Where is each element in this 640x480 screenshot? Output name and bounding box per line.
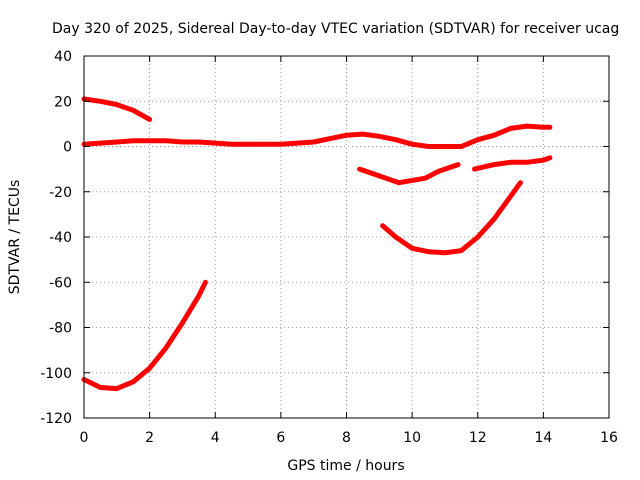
x-tick-label: 4 — [211, 430, 220, 446]
y-tick-label: 0 — [63, 140, 72, 156]
y-tick-label: 20 — [54, 94, 72, 110]
series-arc-bottom-left — [81, 279, 208, 392]
series-arc-near-zero-1 — [81, 138, 251, 147]
y-tick-label: -80 — [49, 321, 72, 337]
x-tick-label: 16 — [600, 430, 618, 446]
y-axis-label: SDTVAR / TECUs — [7, 180, 23, 295]
series-arc-near-zero-3 — [458, 123, 553, 149]
y-tick-label: -100 — [40, 366, 72, 382]
y-tick-label: -40 — [49, 230, 72, 246]
series-arc-bowl — [380, 180, 523, 256]
x-tick-label: 0 — [80, 430, 89, 446]
series-arc-top-left — [81, 96, 153, 122]
series-arc-near-zero-2 — [245, 131, 464, 149]
x-tick-label: 8 — [342, 430, 351, 446]
y-tick-label: -120 — [40, 411, 72, 427]
x-tick-label: 6 — [276, 430, 285, 446]
y-tick-label: 40 — [54, 49, 72, 65]
x-axis-label: GPS time / hours — [287, 458, 404, 474]
x-tick-label: 10 — [403, 430, 421, 446]
axis-ticks: 0 2 4 6 8 10 12 14 16 40 20 0 -20 -40 -60 -80 -100 -120 — [40, 49, 618, 446]
data-series-group — [81, 96, 553, 392]
x-tick-label: 2 — [145, 430, 154, 446]
x-tick-label: 12 — [469, 430, 487, 446]
x-tick-label: 14 — [534, 430, 552, 446]
series-arc-minus-10 — [357, 162, 461, 186]
y-tick-label: -20 — [49, 185, 72, 201]
y-tick-label: -60 — [49, 275, 72, 291]
series-arc-minus-7 — [472, 155, 553, 172]
chart-title: Day 320 of 2025, Sidereal Day-to-day VTE… — [52, 21, 619, 37]
